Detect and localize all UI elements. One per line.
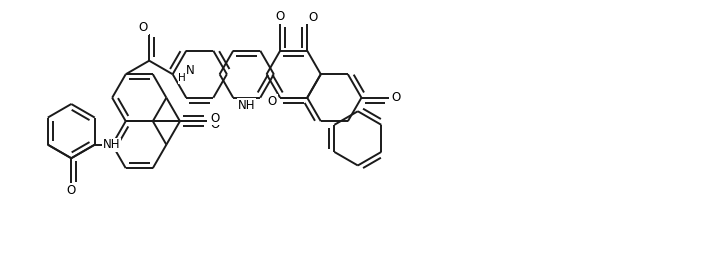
Text: O: O	[308, 11, 318, 24]
Text: O: O	[276, 10, 285, 23]
Text: NH: NH	[238, 99, 255, 112]
Text: O: O	[67, 184, 76, 197]
Text: H: H	[178, 73, 186, 83]
Text: N: N	[186, 64, 195, 77]
Text: O: O	[268, 95, 277, 108]
Text: NH: NH	[102, 138, 120, 151]
Text: O: O	[210, 112, 219, 125]
Text: O: O	[392, 91, 401, 104]
Text: O: O	[210, 118, 219, 130]
Text: O: O	[139, 21, 148, 34]
